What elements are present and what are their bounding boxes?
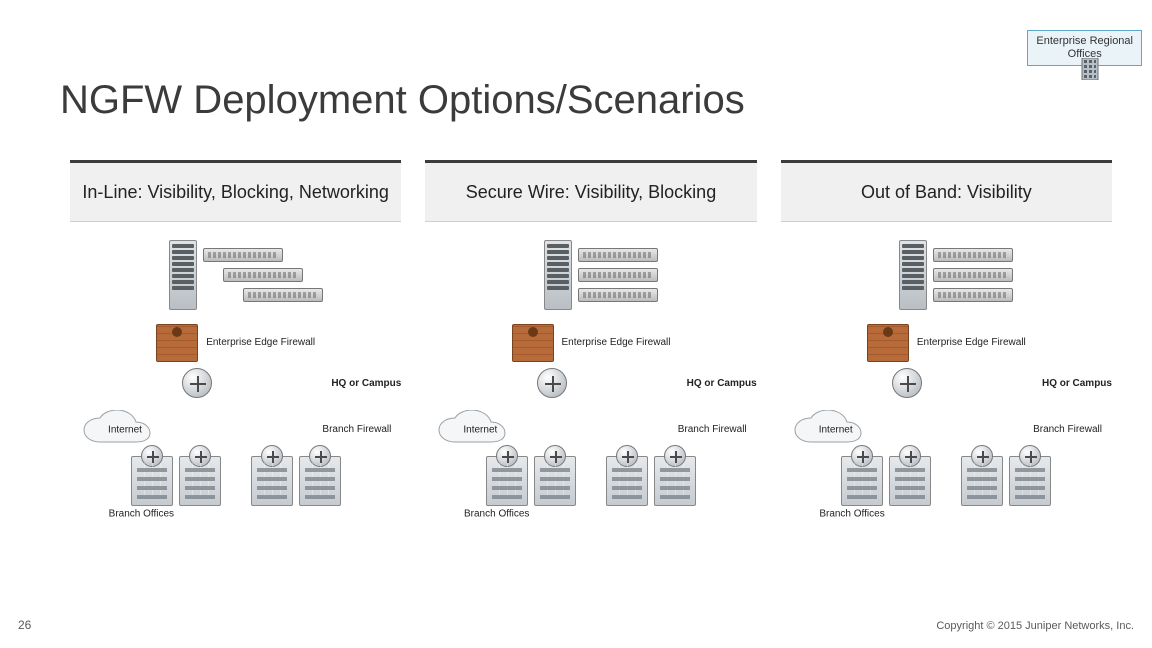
building-icon bbox=[889, 456, 931, 506]
column-header-inline: In-Line: Visibility, Blocking, Networkin… bbox=[70, 160, 401, 222]
server-rack-icon bbox=[899, 240, 927, 310]
column-header-outofband: Out of Band: Visibility bbox=[781, 160, 1112, 222]
hq-label: HQ or Campus bbox=[331, 378, 401, 389]
hq-label: HQ or Campus bbox=[687, 378, 757, 389]
firewall-icon bbox=[867, 324, 909, 362]
internet-cloud-icon: Internet bbox=[80, 410, 170, 450]
column-header-securewire: Secure Wire: Visibility, Blocking bbox=[425, 160, 756, 222]
router-icon bbox=[182, 368, 212, 398]
internet-cloud-icon: Internet bbox=[791, 410, 881, 450]
diagram-inline: Enterprise Edge Firewall HQ or Campus In… bbox=[70, 230, 401, 506]
diagram-outofband: Enterprise Edge Firewall HQ or Campus In… bbox=[781, 230, 1112, 506]
building-icon bbox=[299, 456, 341, 506]
column-securewire: Secure Wire: Visibility, Blocking Enterp… bbox=[425, 160, 756, 506]
building-icon bbox=[534, 456, 576, 506]
branch-buildings-right bbox=[251, 456, 341, 506]
corner-tag-line1: Enterprise Regional bbox=[1036, 35, 1133, 47]
cloud-row: Internet Branch Firewall bbox=[425, 410, 756, 450]
enterprise-firewall-label: Enterprise Edge Firewall bbox=[206, 337, 315, 349]
mini-router-icon bbox=[261, 445, 283, 467]
hq-label: HQ or Campus bbox=[1042, 378, 1112, 389]
firewall-icon bbox=[156, 324, 198, 362]
internet-label: Internet bbox=[463, 425, 497, 436]
cloud-row: Internet Branch Firewall bbox=[781, 410, 1112, 450]
firewall-row: Enterprise Edge Firewall bbox=[425, 324, 756, 362]
branch-firewall-label: Branch Firewall bbox=[1033, 424, 1102, 436]
building-icon bbox=[961, 456, 1003, 506]
server-rack-icon bbox=[169, 240, 197, 310]
router-icon bbox=[892, 368, 922, 398]
firewall-row: Enterprise Edge Firewall bbox=[70, 324, 401, 362]
mini-router-icon bbox=[189, 445, 211, 467]
branch-offices-label: Branch Offices bbox=[464, 508, 529, 520]
internet-label: Internet bbox=[819, 425, 853, 436]
internet-cloud-icon: Internet bbox=[435, 410, 525, 450]
top-cluster bbox=[445, 230, 756, 320]
column-outofband: Out of Band: Visibility Enterprise Edge … bbox=[781, 160, 1112, 506]
building-icon bbox=[841, 456, 883, 506]
firewall-row: Enterprise Edge Firewall bbox=[781, 324, 1112, 362]
switches-icon bbox=[203, 248, 323, 302]
mini-router-icon bbox=[496, 445, 518, 467]
diagram-securewire: Enterprise Edge Firewall HQ or Campus In… bbox=[425, 230, 756, 506]
internet-label: Internet bbox=[108, 425, 142, 436]
hq-row: HQ or Campus bbox=[781, 362, 1112, 404]
router-icon bbox=[537, 368, 567, 398]
branch-offices-label: Branch Offices bbox=[819, 508, 884, 520]
mini-router-icon bbox=[1019, 445, 1041, 467]
building-icon bbox=[486, 456, 528, 506]
copyright-text: Copyright © 2015 Juniper Networks, Inc. bbox=[936, 620, 1134, 632]
page-number: 26 bbox=[18, 618, 31, 632]
slide-title: NGFW Deployment Options/Scenarios bbox=[60, 78, 745, 123]
bottom-row: Branch Offices bbox=[781, 456, 1112, 506]
branch-buildings-right bbox=[961, 456, 1051, 506]
building-icon bbox=[131, 456, 173, 506]
firewall-icon bbox=[512, 324, 554, 362]
server-rack-icon bbox=[544, 240, 572, 310]
branch-buildings-right bbox=[606, 456, 696, 506]
branch-buildings-left: Branch Offices bbox=[841, 456, 931, 506]
mini-router-icon bbox=[141, 445, 163, 467]
switches-icon bbox=[578, 248, 658, 302]
mini-router-icon bbox=[851, 445, 873, 467]
hq-row: HQ or Campus bbox=[425, 362, 756, 404]
building-icon bbox=[606, 456, 648, 506]
switches-icon bbox=[933, 248, 1013, 302]
mini-router-icon bbox=[899, 445, 921, 467]
branch-buildings-left: Branch Offices bbox=[131, 456, 221, 506]
top-cluster bbox=[90, 230, 401, 320]
columns-container: In-Line: Visibility, Blocking, Networkin… bbox=[70, 160, 1112, 506]
building-icon bbox=[654, 456, 696, 506]
mini-router-icon bbox=[664, 445, 686, 467]
column-inline: In-Line: Visibility, Blocking, Networkin… bbox=[70, 160, 401, 506]
building-icon bbox=[1009, 456, 1051, 506]
branch-firewall-label: Branch Firewall bbox=[322, 424, 391, 436]
mini-router-icon bbox=[616, 445, 638, 467]
mini-router-icon bbox=[971, 445, 993, 467]
hq-row: HQ or Campus bbox=[70, 362, 401, 404]
cloud-row: Internet Branch Firewall bbox=[70, 410, 401, 450]
branch-offices-label: Branch Offices bbox=[109, 508, 174, 520]
mini-router-icon bbox=[544, 445, 566, 467]
enterprise-firewall-label: Enterprise Edge Firewall bbox=[562, 337, 671, 349]
branch-buildings-left: Branch Offices bbox=[486, 456, 576, 506]
enterprise-firewall-label: Enterprise Edge Firewall bbox=[917, 337, 1026, 349]
top-cluster bbox=[801, 230, 1112, 320]
bottom-row: Branch Offices bbox=[70, 456, 401, 506]
corner-building-icon bbox=[1080, 58, 1100, 80]
building-icon bbox=[179, 456, 221, 506]
branch-firewall-label: Branch Firewall bbox=[678, 424, 747, 436]
bottom-row: Branch Offices bbox=[425, 456, 756, 506]
building-icon bbox=[251, 456, 293, 506]
mini-router-icon bbox=[309, 445, 331, 467]
